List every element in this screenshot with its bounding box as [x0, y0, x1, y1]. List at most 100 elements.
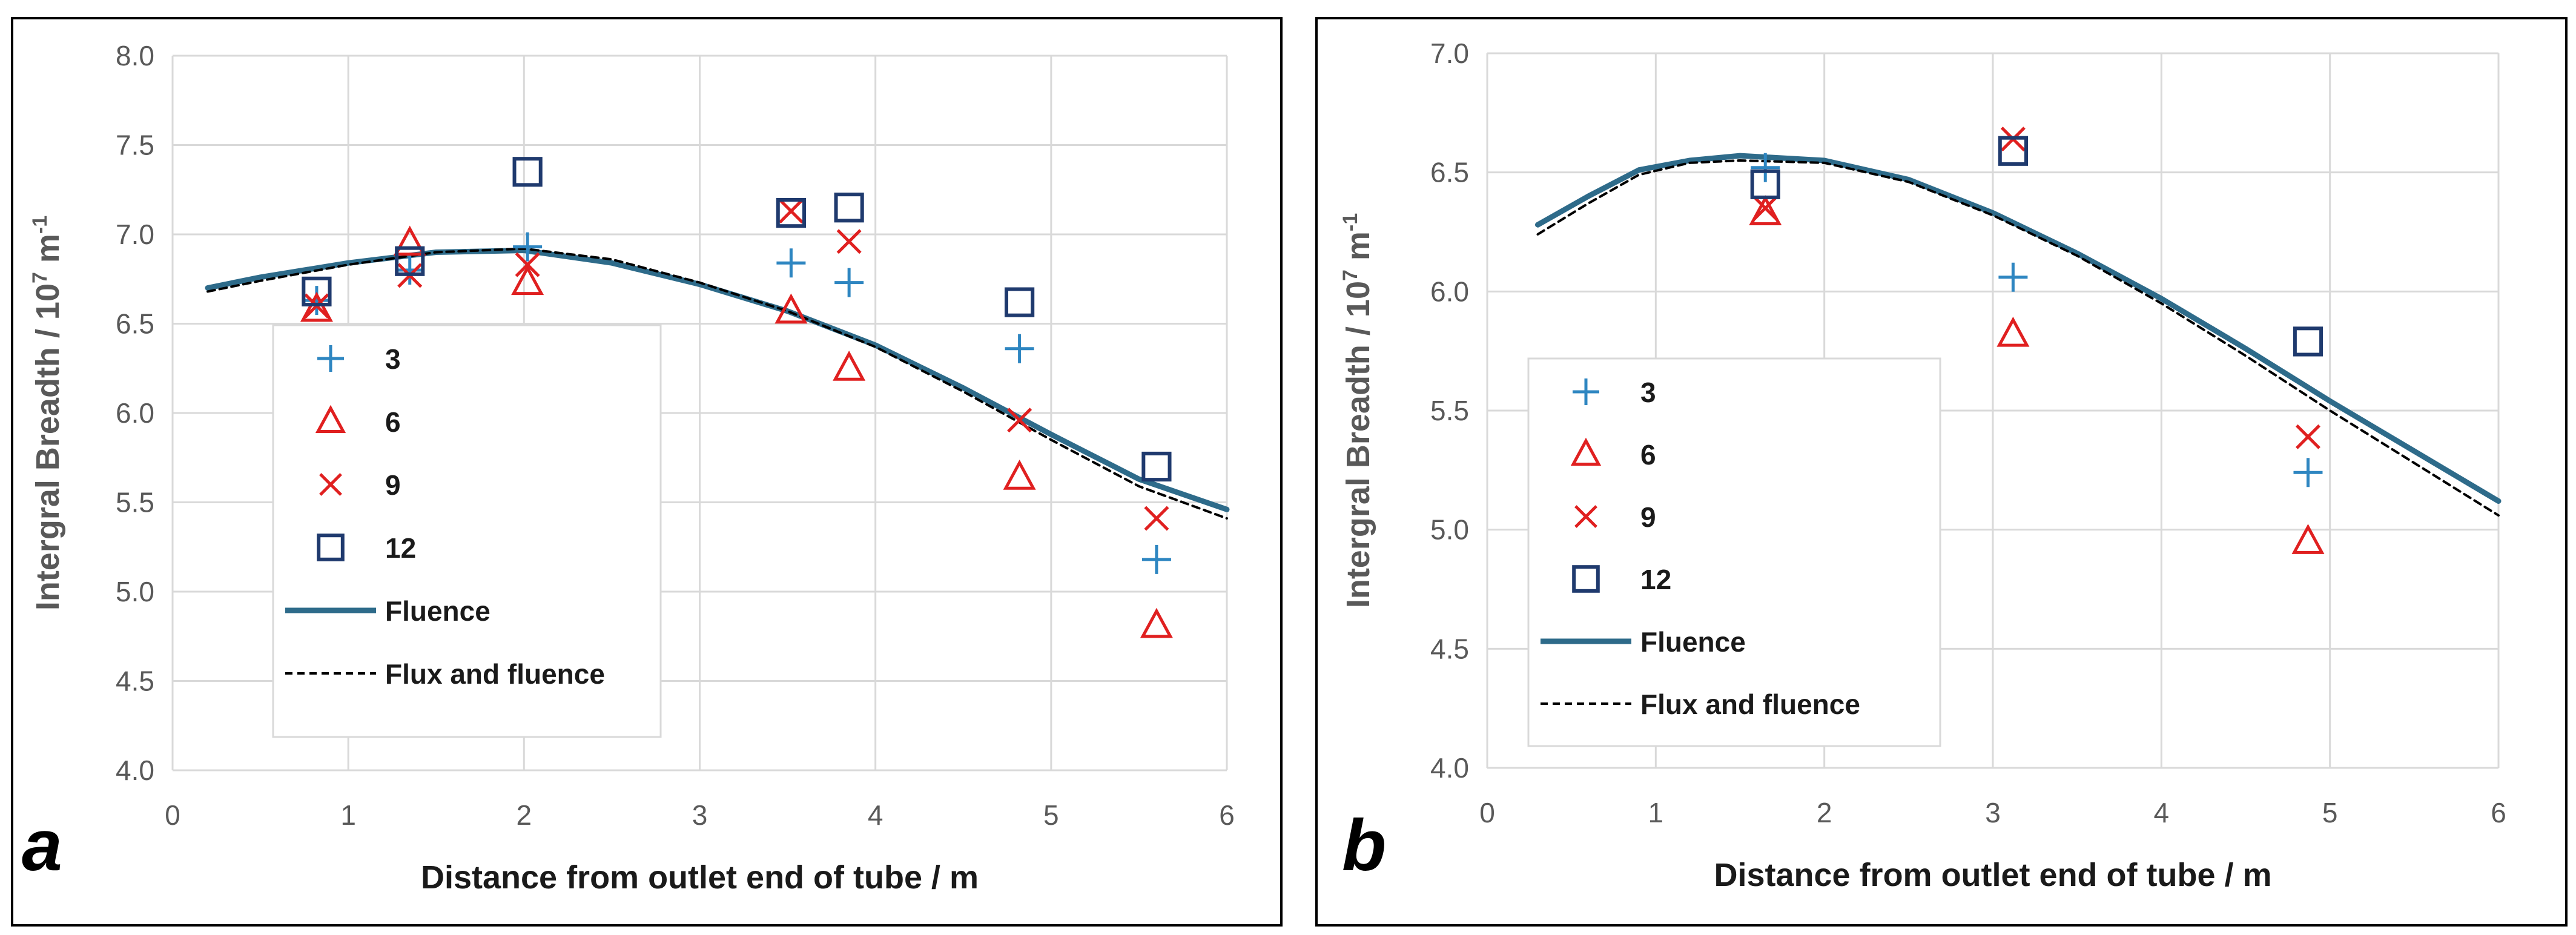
x-tick-label: 5: [1043, 799, 1059, 831]
data-point: [833, 351, 866, 381]
x-marker-b: [1144, 506, 1169, 531]
legend-marker: [1573, 378, 1599, 405]
data-point: [834, 193, 864, 223]
x-axis-title: Distance from outlet end of tube / m: [1714, 857, 2271, 893]
series-6-points: [300, 225, 1173, 638]
legend-label: Flux and fluence: [385, 658, 605, 690]
y-tick-label: 6.0: [116, 397, 154, 429]
data-point: [1749, 195, 1782, 226]
flux-and-fluence-line: [1536, 159, 2500, 517]
data-point: [1996, 316, 2030, 347]
y-axis-title: Intergral Breadth / 107 m-1: [28, 216, 66, 610]
x-axis-title: Distance from outlet end of tube / m: [421, 859, 979, 896]
data-point: [1003, 459, 1036, 490]
legend-marker: [317, 345, 344, 372]
series-12-points: [302, 157, 1172, 482]
series-12-points: [1750, 136, 2323, 357]
legend-label: 12: [1640, 564, 1671, 595]
x-marker-b: [2295, 424, 2320, 449]
legend-marker: [315, 405, 346, 433]
y-tick-label: 6.5: [1430, 157, 1469, 188]
legend-label: 6: [1640, 439, 1656, 471]
data-point: [1141, 544, 1171, 574]
data-point: [1140, 607, 1173, 638]
y-tick-label: 4.5: [116, 666, 154, 697]
legend-label: 12: [385, 532, 416, 564]
fluence-line: [205, 248, 1230, 512]
legend-label: 9: [385, 469, 401, 501]
panel-letter: a: [22, 805, 62, 886]
data-point: [1005, 287, 1035, 317]
legend-label: Fluence: [1640, 626, 1746, 658]
data-point: [2291, 524, 2325, 554]
legend-marker: [319, 473, 342, 496]
x-tick-label: 0: [1479, 797, 1495, 828]
x-tick-label: 5: [2322, 797, 2338, 828]
data-point: [512, 157, 543, 187]
legend-box: [272, 324, 662, 738]
y-tick-label: 6.0: [1430, 276, 1469, 307]
x-tick-label: 6: [2491, 797, 2506, 828]
x-marker-b: [515, 252, 540, 277]
data-point: [776, 248, 806, 278]
y-tick-label: 7.0: [116, 219, 154, 250]
y-tick-label: 4.0: [116, 755, 154, 786]
y-axis-title: Intergral Breadth / 107 m-1: [1339, 213, 1376, 608]
x-tick-label: 3: [1985, 797, 2001, 828]
x-marker-b: [836, 229, 862, 254]
y-tick-label: 5.0: [1430, 514, 1469, 546]
y-tick-label: 5.5: [1430, 395, 1469, 426]
data-point: [1752, 196, 1778, 221]
legend-label: Flux and fluence: [1640, 689, 1860, 720]
legend-box: [1527, 357, 1941, 747]
legend-marker: [317, 534, 345, 561]
x-tick-label: 4: [2154, 797, 2170, 828]
data-point: [395, 256, 424, 285]
data-point: [1144, 506, 1169, 531]
x-marker-b: [1007, 408, 1032, 433]
data-point: [834, 268, 864, 297]
series-3-points: [302, 232, 1171, 574]
data-point: [778, 199, 804, 224]
y-tick-label: 6.5: [116, 308, 154, 340]
x-tick-label: 3: [692, 799, 708, 831]
legend-label: Fluence: [385, 595, 490, 627]
panel-letter: b: [1342, 805, 1386, 886]
data-point: [1750, 169, 1780, 199]
legend: 3 6 9 12 Fluence Flux and fluence: [272, 324, 662, 738]
data-point: [774, 293, 808, 324]
data-point: [515, 252, 540, 277]
y-tick-label: 4.5: [1430, 633, 1469, 664]
data-point: [1005, 334, 1034, 363]
x-marker-b: [1574, 505, 1597, 528]
data-point: [302, 276, 332, 306]
series-3-points: [1751, 153, 2323, 487]
legend-label: 3: [1640, 377, 1656, 408]
data-point: [1751, 153, 1780, 182]
data-point: [2293, 458, 2323, 487]
data-point: [300, 291, 333, 322]
chart-a-svg: 0 1 2 3 4 5 64.04.55.05.56.06.57.07.58.0Distan…: [22, 40, 1235, 896]
y-tick-label: 7.5: [116, 130, 154, 161]
data-point: [511, 265, 544, 296]
data-point: [302, 286, 331, 316]
x-marker-b: [778, 199, 804, 224]
legend-marker: [1572, 565, 1600, 593]
data-point: [1998, 136, 2029, 166]
x-tick-label: 6: [1219, 799, 1235, 831]
legend-marker: [1570, 437, 1602, 466]
x-tick-label: 2: [517, 799, 532, 831]
data-point: [2295, 424, 2320, 449]
x-marker-b: [319, 473, 342, 496]
legend-label: 6: [385, 406, 401, 438]
y-tick-label: 8.0: [116, 40, 154, 71]
chart-panel-a: 0 1 2 3 4 5 6 4.0 4.5 5.0 5.5 6.0 6.5 7.0 7.5 8.0 Distan…: [11, 17, 1283, 927]
chart-panel-b: 0 1 2 3 4 5 6 4.0 4.5 5.0 5.5 6.0 6.5 7.0 Distance fro…: [1315, 17, 2568, 927]
x-tick-label: 2: [1817, 797, 1832, 828]
y-tick-label: 5.5: [116, 487, 154, 518]
data-point: [513, 232, 543, 262]
series-6-points: [1749, 195, 2325, 554]
x-tick-label: 0: [165, 799, 180, 831]
data-point: [1141, 451, 1172, 482]
y-tick-label: 5.0: [116, 576, 154, 607]
